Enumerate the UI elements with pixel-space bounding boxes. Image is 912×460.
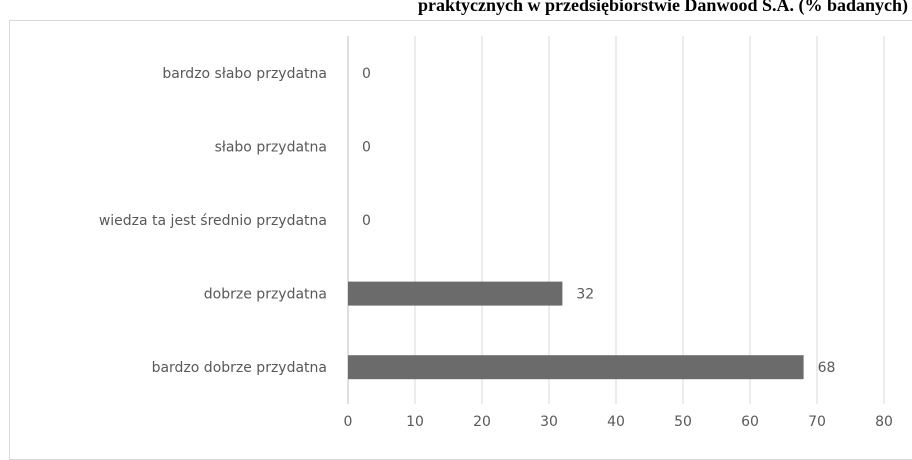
x-tick-label: 60 — [741, 414, 759, 430]
x-tick-label: 10 — [406, 414, 424, 430]
data-label: 0 — [362, 213, 371, 229]
category-label: dobrze przydatna — [204, 287, 327, 303]
data-label: 0 — [362, 66, 371, 82]
category-label: słabo przydatna — [215, 139, 327, 155]
x-tick-label: 70 — [808, 414, 826, 430]
bar — [348, 355, 804, 380]
labels: 0 10 20 30 40 50 60 70 80 bardzo słabo przydatna 0… — [99, 66, 893, 430]
category-label: bardzo dobrze przydatna — [152, 360, 327, 376]
data-label: 68 — [818, 360, 836, 376]
bar — [348, 281, 563, 306]
gridlines — [347, 36, 885, 404]
category-label: wiedza ta jest średnio przydatna — [99, 213, 327, 229]
x-tick-label: 80 — [875, 414, 893, 430]
data-label: 32 — [576, 287, 594, 303]
x-tick-label: 0 — [344, 414, 353, 430]
x-tick-label: 30 — [540, 414, 558, 430]
category-label: bardzo słabo przydatna — [162, 66, 327, 82]
x-tick-label: 50 — [674, 414, 692, 430]
bars — [348, 281, 804, 380]
x-tick-label: 20 — [473, 414, 491, 430]
data-label: 0 — [362, 139, 371, 155]
bar-chart: 0 10 20 30 40 50 60 70 80 bardzo słabo przydatna 0… — [99, 36, 893, 430]
chart-title: praktycznych w przedsiębiorstwie Danwood… — [417, 0, 908, 15]
x-tick-label: 40 — [607, 414, 625, 430]
